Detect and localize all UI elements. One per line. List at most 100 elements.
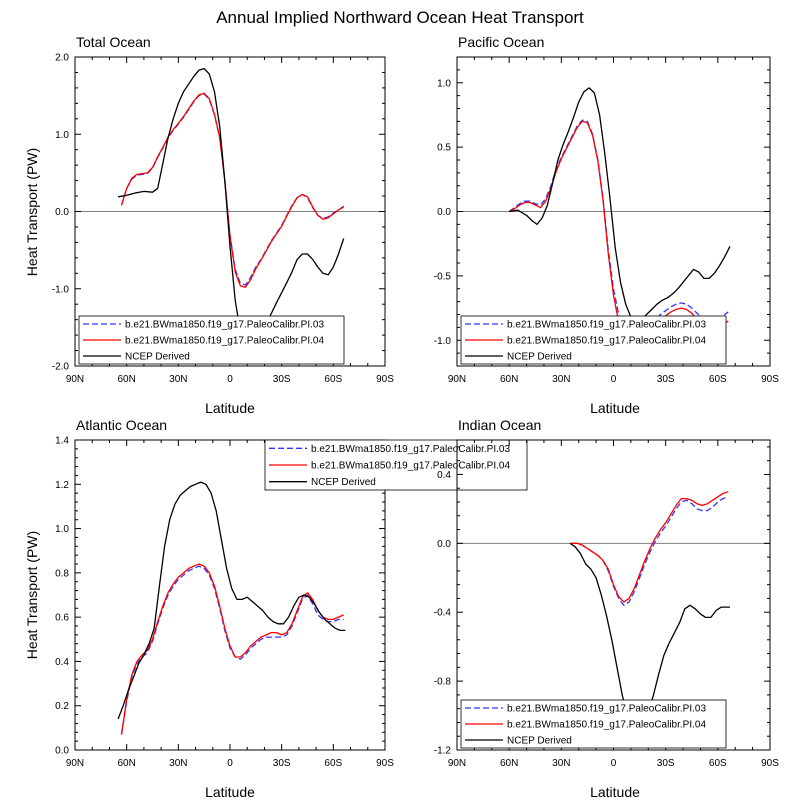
panel-title: Indian Ocean bbox=[458, 417, 541, 433]
x-tick-label: 0 bbox=[227, 758, 233, 769]
y-tick-label: 0.0 bbox=[55, 207, 69, 218]
legend: b.e21.BWma1850.f19_g17.PaleoCalibr.PI.03… bbox=[78, 315, 345, 365]
legend-entry-pi04: b.e21.BWma1850.f19_g17.PaleoCalibr.PI.04 bbox=[125, 336, 324, 347]
x-tick-label: 30S bbox=[273, 758, 291, 769]
series-pi04-line bbox=[120, 563, 344, 735]
x-tick-label: 60S bbox=[324, 374, 342, 385]
legend-entry-pi04: b.e21.BWma1850.f19_g17.PaleoCalibr.PI.04 bbox=[311, 461, 510, 472]
legend-box bbox=[460, 315, 727, 365]
y-tick-label: -0.4 bbox=[434, 608, 452, 619]
series-pi03-line bbox=[508, 119, 729, 341]
x-tick-label: 90S bbox=[376, 758, 394, 769]
y-tick-label: 0.0 bbox=[55, 746, 69, 757]
y-tick-label: 1.0 bbox=[437, 78, 451, 89]
y-tick-label: 1.0 bbox=[55, 524, 69, 535]
series-ncep-line bbox=[569, 542, 730, 727]
series-pi03-line bbox=[571, 496, 729, 606]
x-tick-label: 30N bbox=[552, 374, 570, 385]
legend: b.e21.BWma1850.f19_g17.PaleoCalibr.PI.03… bbox=[460, 315, 727, 365]
y-tick-label: 0.5 bbox=[437, 143, 451, 154]
x-tick-label: 30S bbox=[657, 758, 675, 769]
x-tick-label: 60N bbox=[117, 374, 135, 385]
x-axis-label: Latitude bbox=[590, 784, 640, 800]
y-tick-label: -2.0 bbox=[52, 362, 70, 373]
x-tick-label: 60N bbox=[500, 758, 518, 769]
x-tick-label: 30N bbox=[169, 374, 187, 385]
y-tick-label: 0.8 bbox=[55, 568, 69, 579]
y-tick-label: 0.4 bbox=[437, 470, 451, 481]
plot-frame bbox=[456, 439, 771, 751]
series-pi04-line bbox=[120, 92, 345, 288]
x-axis-label: Latitude bbox=[590, 400, 640, 416]
panel-total-ocean: Total Ocean Latitude Heat Transport (PW) bbox=[24, 34, 255, 416]
x-tick-label: 60N bbox=[117, 758, 135, 769]
y-tick-label: -1.2 bbox=[434, 746, 452, 757]
legend-entry-ncep: NCEP Derived bbox=[311, 477, 376, 488]
y-tick-label: 1.0 bbox=[55, 130, 69, 141]
y-tick-label: 2.0 bbox=[55, 53, 69, 64]
x-tick-label: 90S bbox=[376, 374, 394, 385]
legend-box bbox=[264, 439, 528, 491]
y-tick-label: 0.0 bbox=[437, 539, 451, 550]
panel-plot-0: 90N 60N 30N 0 30S 60S 90S -2.0 -1.0 0.0 1.0 2.0 b.e2… bbox=[52, 53, 394, 386]
series-ncep-line bbox=[117, 67, 345, 346]
legend: b.e21.BWma1850.f19_g17.PaleoCalibr.PI.03… bbox=[264, 439, 528, 491]
legend-box bbox=[460, 699, 727, 749]
plot-frame bbox=[74, 56, 386, 367]
panel-title: Atlantic Ocean bbox=[76, 417, 167, 433]
x-tick-label: 60N bbox=[500, 374, 518, 385]
legend-entry-pi04: b.e21.BWma1850.f19_g17.PaleoCalibr.PI.04 bbox=[507, 336, 706, 347]
x-tick-label: 30S bbox=[657, 374, 675, 385]
panel-plot-1: 90N 60N 30N 0 30S 60S 90S -1.0 -0.5 0.0 0.5 1.0 b.e2… bbox=[434, 56, 779, 385]
y-axis-label: Heat Transport (PW) bbox=[24, 148, 40, 276]
x-tick-label: 30N bbox=[169, 758, 187, 769]
x-tick-label: 0 bbox=[611, 758, 617, 769]
y-tick-label: 1.4 bbox=[55, 436, 69, 447]
legend: b.e21.BWma1850.f19_g17.PaleoCalibr.PI.03… bbox=[460, 699, 727, 749]
legend-entry-pi04: b.e21.BWma1850.f19_g17.PaleoCalibr.PI.04 bbox=[507, 720, 706, 731]
x-axis-label: Latitude bbox=[205, 400, 255, 416]
figure-title: Annual Implied Northward Ocean Heat Tran… bbox=[216, 8, 584, 27]
y-tick-label: -0.8 bbox=[434, 677, 452, 688]
x-tick-label: 60S bbox=[709, 374, 727, 385]
x-tick-label: 0 bbox=[227, 374, 233, 385]
panel-pacific-ocean: Pacific Ocean Latitude bbox=[458, 34, 640, 416]
x-tick-label: 90S bbox=[761, 758, 779, 769]
panel-title: Pacific Ocean bbox=[458, 34, 544, 50]
panel-atlantic-ocean: Atlantic Ocean Latitude Heat Transport (… bbox=[24, 417, 255, 800]
legend-entry-ncep: NCEP Derived bbox=[507, 736, 572, 747]
legend-entry-pi03: b.e21.BWma1850.f19_g17.PaleoCalibr.PI.03 bbox=[507, 704, 706, 715]
plot-frame bbox=[456, 56, 771, 367]
y-axis-label: Heat Transport (PW) bbox=[24, 531, 40, 659]
x-tick-label: 0 bbox=[611, 374, 617, 385]
series-ncep-line bbox=[509, 87, 731, 323]
legend-entry-pi03: b.e21.BWma1850.f19_g17.PaleoCalibr.PI.03 bbox=[311, 444, 510, 455]
y-tick-label: -0.5 bbox=[434, 271, 452, 282]
y-tick-label: 0.0 bbox=[437, 207, 451, 218]
x-tick-label: 90N bbox=[448, 758, 466, 769]
y-tick-label: 0.6 bbox=[55, 613, 69, 624]
legend-entry-pi03: b.e21.BWma1850.f19_g17.PaleoCalibr.PI.03 bbox=[125, 320, 324, 331]
x-tick-label: 90N bbox=[66, 374, 84, 385]
x-tick-label: 90N bbox=[66, 758, 84, 769]
x-tick-label: 60S bbox=[324, 758, 342, 769]
x-tick-label: 90S bbox=[761, 374, 779, 385]
panel-title: Total Ocean bbox=[76, 34, 151, 50]
panel-plot-2: 90N 60N 30N 0 30S 60S 90S 0.0 0.2 0.4 0.6 0.8 1.0 1.2… bbox=[55, 436, 528, 769]
y-tick-label: 0.2 bbox=[55, 701, 69, 712]
x-tick-label: 30N bbox=[552, 758, 570, 769]
x-tick-label: 90N bbox=[448, 374, 466, 385]
panel-plot-3: 90N 60N 30N 0 30S 60S 90S -1.2 -0.8 -0.4 0.0 0.4 b.e… bbox=[434, 439, 779, 769]
y-tick-label: 1.2 bbox=[55, 480, 69, 491]
series-ncep-line bbox=[117, 481, 346, 720]
series-pi04-line bbox=[571, 491, 729, 603]
legend-box bbox=[78, 315, 345, 365]
legend-entry-ncep: NCEP Derived bbox=[125, 352, 190, 363]
y-tick-label: -1.0 bbox=[434, 336, 452, 347]
y-tick-label: -1.0 bbox=[52, 284, 70, 295]
panel-indian-ocean: Indian Ocean Latitude bbox=[458, 417, 640, 800]
x-axis-label: Latitude bbox=[205, 784, 255, 800]
legend-entry-pi03: b.e21.BWma1850.f19_g17.PaleoCalibr.PI.03 bbox=[507, 320, 706, 331]
y-tick-label: 0.4 bbox=[55, 657, 69, 668]
